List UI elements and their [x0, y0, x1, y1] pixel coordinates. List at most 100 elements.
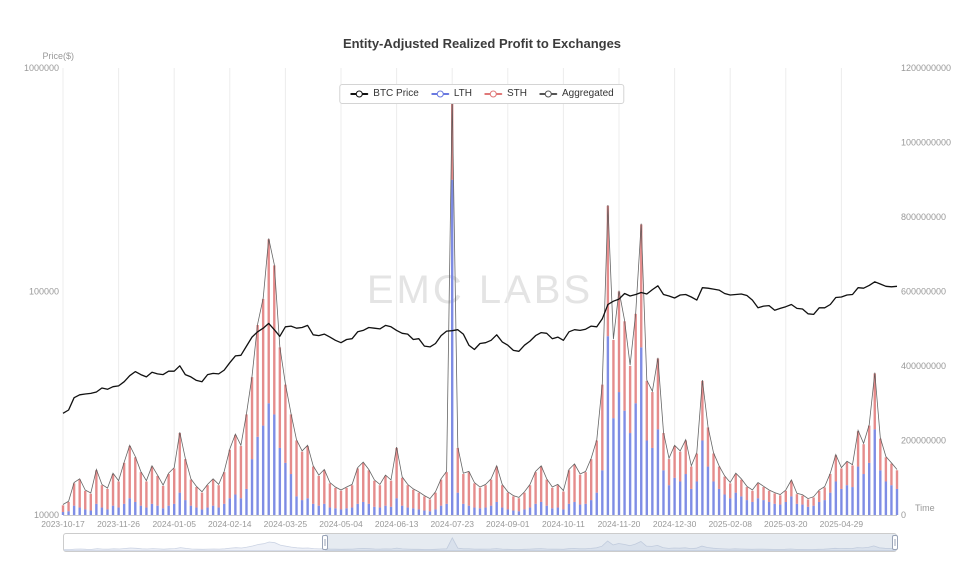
- lth-bar: [267, 403, 270, 515]
- datazoom-left-handle[interactable]: [322, 535, 329, 550]
- lth-bar: [256, 436, 259, 515]
- lth-bar: [423, 510, 426, 515]
- sth-bar: [451, 97, 454, 180]
- sth-bar: [339, 490, 343, 510]
- lth-bar: [362, 501, 365, 515]
- sth-bar: [78, 479, 81, 508]
- sth-bar: [300, 451, 304, 501]
- sth-bar: [590, 459, 593, 501]
- sth-bar: [384, 475, 387, 506]
- legend-item-sth[interactable]: STH: [484, 89, 527, 99]
- sth-bar: [756, 483, 760, 499]
- sth-bar: [434, 492, 437, 510]
- sth-bar: [362, 462, 365, 502]
- lth-bar: [651, 447, 654, 515]
- lth-bar: [823, 500, 826, 515]
- sth-bar: [245, 414, 248, 489]
- legend-label: Aggregated: [562, 88, 614, 99]
- datazoom-slider[interactable]: [63, 533, 898, 552]
- sth-bar: [845, 462, 849, 486]
- lth-bar: [373, 506, 376, 515]
- sth-bar: [645, 380, 648, 441]
- lth-bar: [695, 481, 699, 515]
- sth-bar: [662, 433, 665, 471]
- lth-bar: [467, 505, 471, 515]
- lth-bar: [829, 492, 832, 515]
- lth-bar: [278, 447, 282, 515]
- lth-bar: [751, 501, 754, 515]
- lth-bar: [217, 507, 220, 515]
- lth-bar: [489, 505, 493, 515]
- legend-item-lth[interactable]: LTH: [430, 89, 472, 99]
- lth-bar: [122, 503, 126, 515]
- lth-bar: [790, 496, 793, 515]
- lth-bar: [167, 505, 170, 515]
- lth-bar: [634, 403, 637, 515]
- lth-bar: [250, 459, 254, 515]
- lth-bar: [378, 507, 382, 515]
- lth-bar: [556, 507, 560, 515]
- lth-bar: [111, 505, 115, 515]
- lth-bar: [856, 466, 860, 515]
- sth-bar: [573, 464, 576, 502]
- sth-bar: [701, 380, 704, 441]
- datazoom-right-handle[interactable]: [892, 535, 898, 550]
- lth-bar: [506, 509, 509, 515]
- handle-grip-icon: [324, 539, 326, 546]
- sth-bar: [612, 339, 615, 419]
- watermark: EMC LABS: [366, 268, 594, 312]
- lth-bar: [128, 498, 131, 515]
- sth-bar: [128, 446, 131, 499]
- sth-bar: [167, 474, 170, 506]
- datazoom-selected-range[interactable]: [325, 534, 896, 551]
- legend-label: BTC Price: [373, 88, 419, 99]
- legend-item-btc-price[interactable]: BTC Price: [350, 89, 419, 99]
- lth-bar: [817, 501, 821, 515]
- lth-bar: [478, 508, 482, 515]
- lth-bar: [323, 503, 326, 515]
- lth-bar: [228, 498, 231, 515]
- sth-bar: [473, 483, 476, 508]
- lth-bar: [895, 488, 899, 515]
- lth-bar: [706, 466, 710, 515]
- lth-bar: [356, 503, 359, 515]
- sth-bar: [484, 485, 487, 508]
- sth-bar: [723, 476, 726, 495]
- sth-bar: [745, 487, 749, 501]
- sth-bar: [423, 496, 426, 511]
- sth-bar: [95, 470, 98, 504]
- legend-item-aggregated[interactable]: Aggregated: [539, 89, 614, 99]
- lth-bar: [623, 410, 626, 515]
- lth-bar: [512, 510, 515, 515]
- lth-bar: [350, 507, 354, 515]
- sth-bar: [445, 472, 448, 504]
- lth-bar: [662, 470, 665, 515]
- sth-bar: [534, 472, 537, 504]
- x-axis-tick-label: 2024-07-23: [430, 519, 474, 529]
- x-axis-tick-label: 2025-02-08: [708, 519, 752, 529]
- sth-bar: [106, 488, 109, 510]
- lth-bar: [617, 392, 621, 515]
- lth-bar: [306, 498, 309, 515]
- sth-bar: [834, 455, 838, 482]
- sth-bar: [267, 239, 270, 404]
- lth-bar: [534, 503, 537, 515]
- lth-bar: [300, 500, 304, 515]
- lth-bar: [573, 501, 576, 515]
- lth-bar: [495, 501, 498, 515]
- sth-bar: [751, 490, 754, 502]
- sth-bar: [373, 480, 376, 507]
- lth-bar: [795, 503, 799, 515]
- lth-bar: [261, 425, 265, 515]
- sth-bar: [61, 505, 65, 513]
- lth-bar: [562, 509, 565, 515]
- sth-bar: [678, 451, 682, 482]
- sth-bar: [601, 384, 604, 471]
- lth-bar: [590, 500, 593, 515]
- lth-bar: [601, 470, 604, 515]
- lth-bar: [729, 498, 732, 515]
- lth-bar: [367, 503, 370, 515]
- sth-bar: [801, 495, 804, 505]
- x-axis-tick-label: 2024-05-04: [319, 519, 363, 529]
